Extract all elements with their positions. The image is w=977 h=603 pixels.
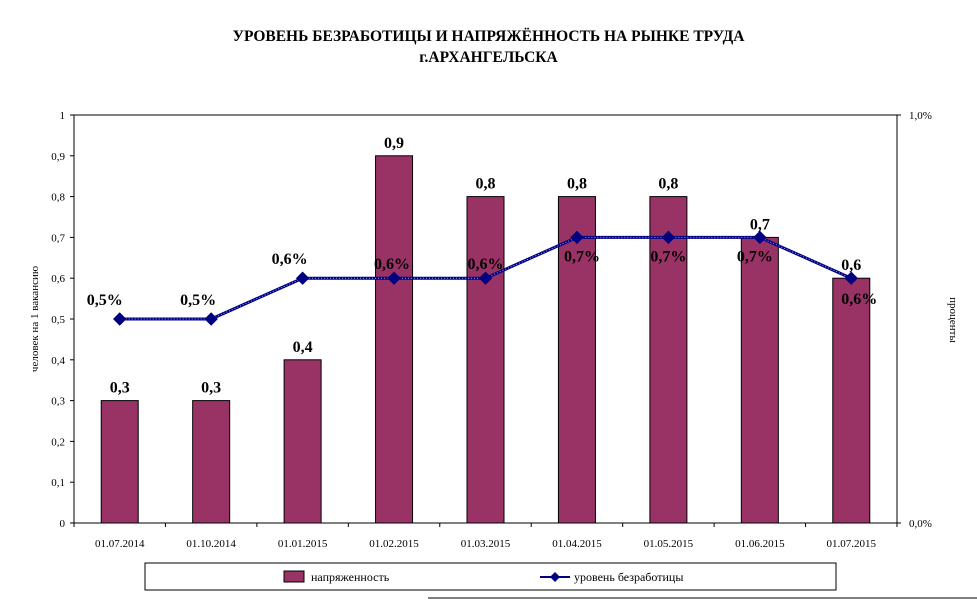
x-tick-label: 01.07.2014 bbox=[95, 538, 145, 550]
y-left-tick-label: 0,6 bbox=[51, 273, 65, 285]
bar-value-label: 0,4 bbox=[293, 339, 313, 356]
legend-bar-swatch bbox=[283, 570, 305, 583]
x-tick-label: 01.10.2014 bbox=[186, 538, 236, 550]
unemployment-line-highlight bbox=[119, 236, 852, 320]
line-point bbox=[844, 271, 858, 285]
bar-value-label: 0,3 bbox=[110, 380, 130, 397]
y-left-tick-label: 0,8 bbox=[51, 192, 65, 204]
line-point bbox=[570, 230, 584, 245]
bar-value-label: 0,7 bbox=[750, 216, 770, 233]
data-labels: 0,3 0,3 0,4 0,9 0,8 0,8 0,8 0,7 0,6 0,5% 0,5% 0,6% 0… bbox=[87, 135, 878, 397]
line-point bbox=[478, 271, 493, 285]
y-left-tick-label: 0 bbox=[60, 518, 66, 530]
line-value-label: 0,7% bbox=[564, 248, 600, 265]
bar bbox=[375, 155, 414, 524]
y-left-tick-label: 0,7 bbox=[51, 232, 65, 244]
y-right-tick-label: 1,0% bbox=[909, 110, 932, 122]
legend: напряженность уровень безработицы bbox=[144, 562, 977, 599]
line-series bbox=[113, 230, 858, 326]
y-left-tick-label: 0,9 bbox=[51, 151, 65, 163]
y-right-axis-title: проценты bbox=[947, 297, 959, 343]
line-value-label: 0,5% bbox=[180, 292, 216, 309]
line-value-label: 0,7% bbox=[737, 248, 773, 265]
bar-value-label: 0,6 bbox=[841, 257, 861, 274]
x-tick-label: 01.01.2015 bbox=[278, 538, 328, 550]
y-left-tick-label: 1 bbox=[60, 110, 66, 122]
line-value-label: 0,6% bbox=[841, 291, 877, 308]
line-value-label: 0,6% bbox=[468, 256, 504, 273]
line-value-label: 0,7% bbox=[650, 248, 686, 265]
bar bbox=[283, 359, 322, 524]
line-value-label: 0,6% bbox=[374, 256, 410, 273]
line-point bbox=[204, 312, 218, 326]
bar bbox=[740, 236, 779, 524]
bar bbox=[192, 400, 231, 524]
y-left-tick-label: 0,4 bbox=[51, 355, 65, 367]
y-left-tick-label: 0,2 bbox=[51, 436, 65, 448]
y-left-tick-label: 0,5 bbox=[51, 314, 65, 326]
bar-value-label: 0,8 bbox=[476, 176, 496, 193]
legend-box bbox=[144, 562, 837, 591]
line-point bbox=[387, 271, 401, 285]
legend-line-label: уровень безработицы bbox=[574, 570, 683, 584]
line-point bbox=[113, 312, 127, 326]
legend-bar-label: напряженность bbox=[311, 570, 390, 584]
line-value-label: 0,5% bbox=[87, 292, 123, 309]
bar-value-label: 0,9 bbox=[384, 135, 404, 152]
y-left-tick-label: 0,1 bbox=[51, 477, 65, 489]
x-tick-label: 01.06.2015 bbox=[735, 538, 785, 550]
chart-title-line-2: г.АРХАНГЕЛЬСКА bbox=[419, 49, 558, 66]
x-tick-label: 01.05.2015 bbox=[644, 538, 694, 550]
line-point bbox=[295, 271, 310, 285]
bar-series bbox=[100, 155, 871, 524]
x-tick-label: 01.03.2015 bbox=[461, 538, 511, 550]
x-tick-label: 01.07.2015 bbox=[827, 538, 877, 550]
line-point bbox=[753, 230, 767, 245]
chart-title-line-1: УРОВЕНЬ БЕЗРАБОТИЦЫ И НАПРЯЖЁННОСТЬ НА Р… bbox=[232, 28, 745, 45]
bar bbox=[466, 196, 505, 524]
legend-line-marker bbox=[550, 572, 560, 582]
x-tick-label: 01.04.2015 bbox=[552, 538, 602, 550]
bar bbox=[557, 196, 596, 524]
bar-value-label: 0,8 bbox=[658, 176, 678, 193]
y-left-axis-title: человек на 1 вакансию bbox=[29, 266, 41, 372]
y-right-tick-label: 0,0% bbox=[909, 518, 932, 530]
x-tick-label: 01.02.2015 bbox=[369, 538, 419, 550]
line-point bbox=[661, 230, 676, 245]
bar bbox=[100, 400, 139, 524]
y-left-tick-label: 0,3 bbox=[51, 396, 65, 408]
bar-value-label: 0,3 bbox=[201, 380, 221, 397]
line-value-label: 0,6% bbox=[272, 251, 308, 268]
bar bbox=[832, 277, 871, 524]
chart-title: УРОВЕНЬ БЕЗРАБОТИЦЫ И НАПРЯЖЁННОСТЬ НА Р… bbox=[0, 26, 977, 68]
bar-value-label: 0,8 bbox=[567, 176, 587, 193]
bar bbox=[649, 196, 688, 524]
